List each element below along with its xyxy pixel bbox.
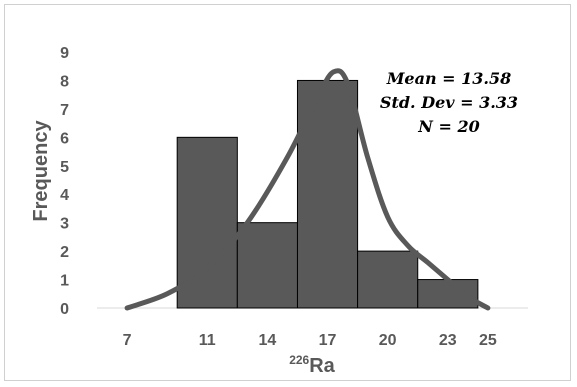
x-tick-label: 11 (199, 332, 216, 349)
y-tick-label: 4 (60, 187, 69, 204)
distribution-curve (124, 68, 491, 311)
y-tick-label: 0 (60, 301, 69, 318)
stats-n: N = 20 (417, 117, 479, 136)
y-tick-label: 8 (60, 73, 69, 90)
x-axis-title-main: Ra (309, 355, 335, 377)
y-tick-label: 6 (60, 130, 69, 147)
y-tick-labels: 0 1 2 3 4 5 6 7 8 9 (60, 45, 69, 318)
y-tick-label: 9 (60, 45, 69, 62)
histogram-bar (176, 136, 238, 309)
x-tick-label: 7 (123, 332, 132, 349)
y-axis-title: Frequency (30, 120, 52, 222)
histogram-bar (357, 250, 419, 309)
x-tick-label: 14 (258, 332, 276, 349)
x-axis-title: 226Ra (289, 353, 335, 377)
y-tick-label: 5 (60, 159, 69, 176)
x-tick-label: 25 (479, 332, 497, 349)
x-axis-title-superscript: 226 (289, 353, 309, 367)
x-tick-label: 20 (379, 332, 397, 349)
y-tick-label: 2 (60, 244, 69, 261)
y-tick-label: 1 (60, 273, 69, 290)
y-tick-label: 7 (60, 102, 69, 119)
histogram-bar (236, 222, 298, 309)
stats-mean: Mean = 13.58 (386, 69, 512, 88)
x-tick-label: 17 (319, 332, 337, 349)
stats-std-dev: Std. Dev = 3.33 (380, 93, 518, 112)
histogram-bar (417, 279, 479, 309)
histogram-bars (176, 79, 479, 309)
x-tick-label: 23 (439, 332, 457, 349)
x-tick-labels: 7 11 14 17 20 23 25 (123, 332, 497, 349)
y-tick-label: 3 (60, 216, 69, 233)
